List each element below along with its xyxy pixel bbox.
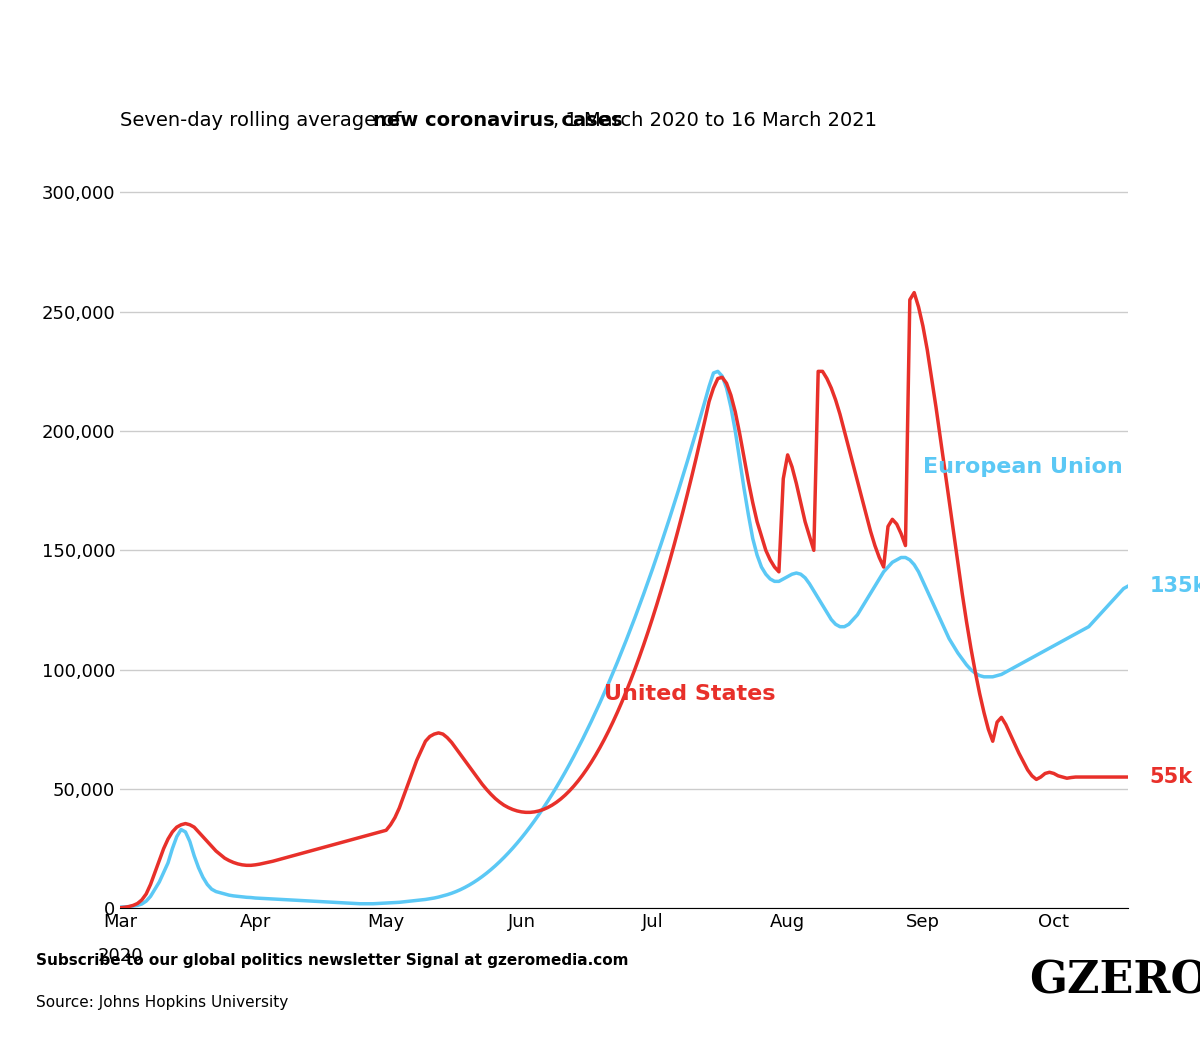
Text: Seven-day rolling average of: Seven-day rolling average of bbox=[120, 111, 408, 129]
Text: Source: Johns Hopkins University: Source: Johns Hopkins University bbox=[36, 995, 288, 1010]
Text: United States: United States bbox=[605, 684, 776, 704]
Text: European Union: European Union bbox=[923, 457, 1123, 477]
Text: Two different pandemics in the US and the EU: Two different pandemics in the US and th… bbox=[36, 39, 1116, 81]
Text: Subscribe to our global politics newsletter Signal at gzeromedia.com: Subscribe to our global politics newslet… bbox=[36, 953, 629, 968]
Text: , 1 March 2020 to 16 March 2021: , 1 March 2020 to 16 March 2021 bbox=[553, 111, 877, 129]
Text: new coronavirus cases: new coronavirus cases bbox=[373, 111, 623, 129]
Text: 135k: 135k bbox=[1150, 576, 1200, 596]
Text: 55k: 55k bbox=[1150, 767, 1193, 787]
Text: 2020: 2020 bbox=[97, 947, 143, 965]
Text: GZERO: GZERO bbox=[1028, 959, 1200, 1003]
